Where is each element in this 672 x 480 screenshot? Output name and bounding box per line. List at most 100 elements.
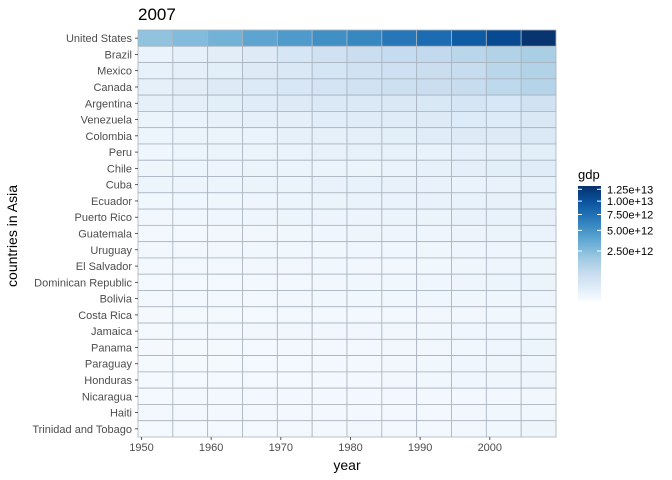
heatmap-tile	[520, 29, 557, 47]
y-tick-label: Peru	[109, 147, 132, 159]
y-tick-label: United States	[66, 33, 133, 45]
heatmap-tile	[346, 371, 383, 389]
heatmap-tile	[207, 192, 243, 210]
heatmap-tile	[346, 404, 383, 422]
heatmap-tile	[416, 371, 452, 389]
heatmap-tile	[451, 306, 487, 324]
heatmap-tile	[520, 257, 557, 275]
heatmap-tile	[207, 257, 243, 275]
heatmap-tile	[346, 355, 383, 373]
heatmap-tile	[381, 159, 418, 177]
heatmap-tile	[381, 322, 418, 340]
heatmap-tile	[242, 404, 278, 422]
heatmap-tile	[451, 78, 487, 96]
y-tick-label: Venezuela	[81, 115, 133, 127]
heatmap-tile	[451, 224, 487, 243]
heatmap-tile	[311, 322, 348, 340]
heatmap-tile	[451, 159, 487, 177]
heatmap-tile	[311, 29, 348, 47]
heatmap-tile	[137, 322, 174, 340]
heatmap-tile	[451, 45, 487, 63]
heatmap-tile	[451, 257, 487, 275]
heatmap-tile	[242, 29, 278, 47]
heatmap-tile	[381, 338, 418, 357]
heatmap-tile	[381, 224, 418, 243]
heatmap-tile	[137, 224, 174, 243]
heatmap-tile	[485, 404, 522, 422]
heatmap-tile	[137, 273, 174, 291]
chart-title: 2007	[138, 5, 176, 24]
heatmap-tile	[485, 143, 522, 161]
heatmap-tile	[276, 45, 313, 63]
heatmap-tile	[276, 192, 313, 210]
heatmap-tile	[346, 420, 383, 438]
heatmap-tile	[416, 273, 452, 291]
heatmap-tile	[311, 111, 348, 129]
heatmap-tile	[416, 111, 452, 129]
heatmap-tile	[485, 111, 522, 129]
heatmap-tile	[346, 29, 383, 47]
heatmap-tile	[416, 45, 452, 63]
heatmap-tile	[520, 78, 557, 96]
heatmap-tile	[242, 387, 278, 405]
heatmap-tile	[172, 257, 209, 275]
legend-tick-label: 7.50e+12	[607, 209, 653, 221]
heatmap-tile	[451, 176, 487, 194]
heatmap-tile	[485, 273, 522, 291]
heatmap-tile	[416, 143, 452, 161]
heatmap-tile	[311, 273, 348, 291]
heatmap-tile	[416, 241, 452, 259]
y-tick-label: Haiti	[110, 408, 132, 420]
heatmap-tile	[520, 94, 557, 112]
y-tick-label: Chile	[107, 163, 132, 175]
y-tick-label: Ecuador	[91, 196, 132, 208]
heatmap-tile	[137, 355, 174, 373]
heatmap-tile	[346, 78, 383, 96]
legend-colorbar	[578, 186, 601, 301]
heatmap-tile	[242, 78, 278, 96]
heatmap-tile	[207, 127, 243, 145]
heatmap-tile	[520, 420, 557, 438]
heatmap-tile	[520, 62, 557, 80]
heatmap-tile	[520, 176, 557, 194]
heatmap-tile	[346, 322, 383, 340]
legend-tick-label: 1.00e+13	[607, 196, 653, 208]
heatmap-tile	[276, 29, 313, 47]
heatmap-tile	[137, 192, 174, 210]
heatmap-tile	[416, 355, 452, 373]
heatmap-tile	[451, 420, 487, 438]
heatmap-tile	[242, 176, 278, 194]
heatmap-tile	[276, 208, 313, 226]
heatmap-tile	[276, 420, 313, 438]
heatmap-tile	[416, 29, 452, 47]
heatmap-tile	[207, 355, 243, 373]
heatmap-tile	[381, 29, 418, 47]
heatmap-tile	[346, 241, 383, 259]
heatmap-tile	[172, 127, 209, 145]
heatmap-tile	[311, 257, 348, 275]
heatmap-tile	[346, 143, 383, 161]
heatmap-tile	[381, 387, 418, 405]
heatmap-tile	[416, 224, 452, 243]
heatmap-tile	[520, 355, 557, 373]
heatmap-tile	[276, 306, 313, 324]
heatmap-tile	[276, 355, 313, 373]
heatmap-tile	[520, 241, 557, 259]
heatmap-tile	[416, 176, 452, 194]
heatmap-tile	[346, 62, 383, 80]
heatmap-tile	[485, 94, 522, 112]
heatmap-tile	[520, 127, 557, 145]
heatmap-tile	[346, 192, 383, 210]
heatmap-tile	[172, 29, 209, 47]
heatmap-tile	[137, 111, 174, 129]
heatmap-tile	[207, 338, 243, 357]
x-tick-label: 1960	[199, 442, 223, 454]
heatmap-tile	[242, 159, 278, 177]
y-tick-label: Dominican Republic	[34, 277, 132, 289]
heatmap-tile	[207, 159, 243, 177]
heatmap-tile	[137, 127, 174, 145]
heatmap-tile	[381, 404, 418, 422]
heatmap-tile	[416, 257, 452, 275]
heatmap-tile	[137, 241, 174, 259]
heatmap-tile	[381, 306, 418, 324]
